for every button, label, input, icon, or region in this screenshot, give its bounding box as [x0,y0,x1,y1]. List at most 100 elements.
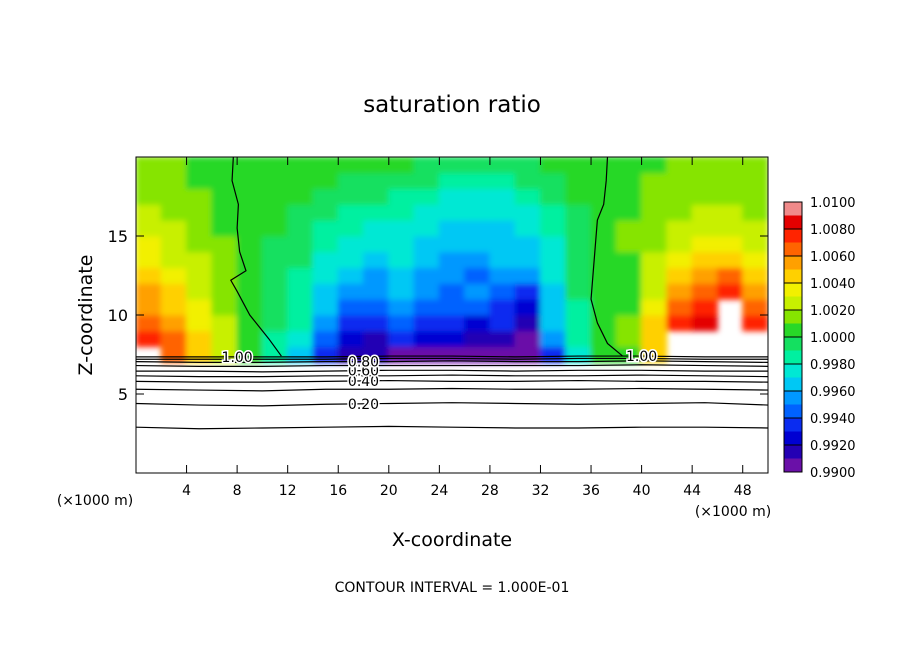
field-cell [160,157,188,174]
field-cell [464,157,491,174]
field-cell [615,188,643,205]
y-tick-label: 5 [118,385,128,404]
colorbar-tick-label: 0.9980 [810,358,856,373]
field-cell [716,157,744,174]
field-cell [287,314,314,332]
field-cell [211,298,238,316]
field-cell [539,172,567,190]
field-cell [160,188,188,205]
colorbar-band [784,391,802,405]
field-cell [641,267,668,284]
field-cell [666,282,693,300]
field-cell [312,172,339,190]
field-cell [691,188,718,205]
field-cell [160,282,188,300]
contour-label: 1.00 [626,349,657,365]
field-cell [539,282,567,300]
field-cell [590,172,617,190]
field-cell [388,346,415,363]
field-cell [388,219,415,237]
field-cell [287,251,314,269]
field-cell [211,314,238,332]
field-cell [565,203,592,221]
x-tick-label: 36 [582,483,600,499]
field-cell [489,188,516,205]
field-cell [413,298,440,316]
field-cell [211,219,238,237]
field-cell [539,298,567,316]
field-cell [363,330,390,348]
field-cell [136,251,162,269]
field-cell [388,203,415,221]
field-cell [464,219,491,237]
colorbar-band [784,337,802,351]
field-cell [261,298,289,316]
field-cell [236,188,263,205]
field-cell [186,219,213,237]
x-tick-label: 40 [633,483,651,499]
field-cell [312,314,339,332]
field-cell [565,314,592,332]
field-cell [742,251,768,269]
colorbar-band [784,458,802,472]
contour-line [229,157,282,357]
field-cell [615,251,643,269]
field-cell [160,298,188,316]
field-cell [261,188,289,205]
x-tick-label: 8 [233,483,242,499]
field-cell [261,219,289,237]
field-cell [489,203,516,221]
field-cell [590,314,617,332]
field-cell [261,346,289,363]
field-cell [186,251,213,269]
field-cell [337,251,365,269]
field-cell [363,267,390,284]
field-cell [388,330,415,348]
contour-line [136,402,768,407]
field-cell [211,251,238,269]
field-cell [363,235,390,253]
colorbar-band [784,229,802,243]
field-cell [489,267,516,284]
field-cell [666,172,693,190]
field-cell [136,157,162,174]
field-cell [565,346,592,363]
x-tick-label: 12 [279,483,297,499]
field-cell [438,219,466,237]
field-cell [666,267,693,284]
colorbar-band [784,377,802,391]
x-tick-label: 16 [329,483,347,499]
field-cell [312,235,339,253]
field-cell [742,203,768,221]
x-axis-unit: (×1000 m) [695,504,771,520]
contour-label: 1.00 [222,350,253,366]
field-cell [641,172,668,190]
x-tick-label: 4 [182,483,191,499]
field-cell [287,219,314,237]
field-cell [691,314,718,332]
field-cell [287,157,314,174]
field-cell [615,203,643,221]
field-cell [136,188,162,205]
field-cell [413,219,440,237]
contour-line [136,374,768,378]
field-cell [489,235,516,253]
field-cell [160,172,188,190]
field-cell [337,267,365,284]
field-cell [438,314,466,332]
field-cell [464,298,491,316]
field-cell [136,282,162,300]
field-cell [312,346,339,363]
field-cell [261,172,289,190]
field-cell [312,188,339,205]
field-cell [186,267,213,284]
field-cell [312,157,339,174]
colorbar-band [784,269,802,283]
field-cell [565,157,592,174]
colorbar: 0.9900 0.9920 0.9940 0.9960 0.9980 1.0000 1.00… [783,196,856,481]
y-axis-unit: (×1000 m) [57,493,133,509]
field-cell [438,157,466,174]
field-cell [539,346,567,363]
field-cell [615,219,643,237]
field-cell [539,157,567,174]
